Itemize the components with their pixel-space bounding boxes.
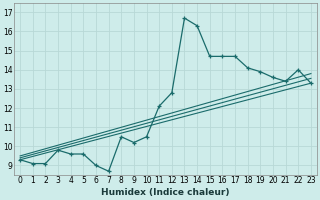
X-axis label: Humidex (Indice chaleur): Humidex (Indice chaleur) (101, 188, 230, 197)
